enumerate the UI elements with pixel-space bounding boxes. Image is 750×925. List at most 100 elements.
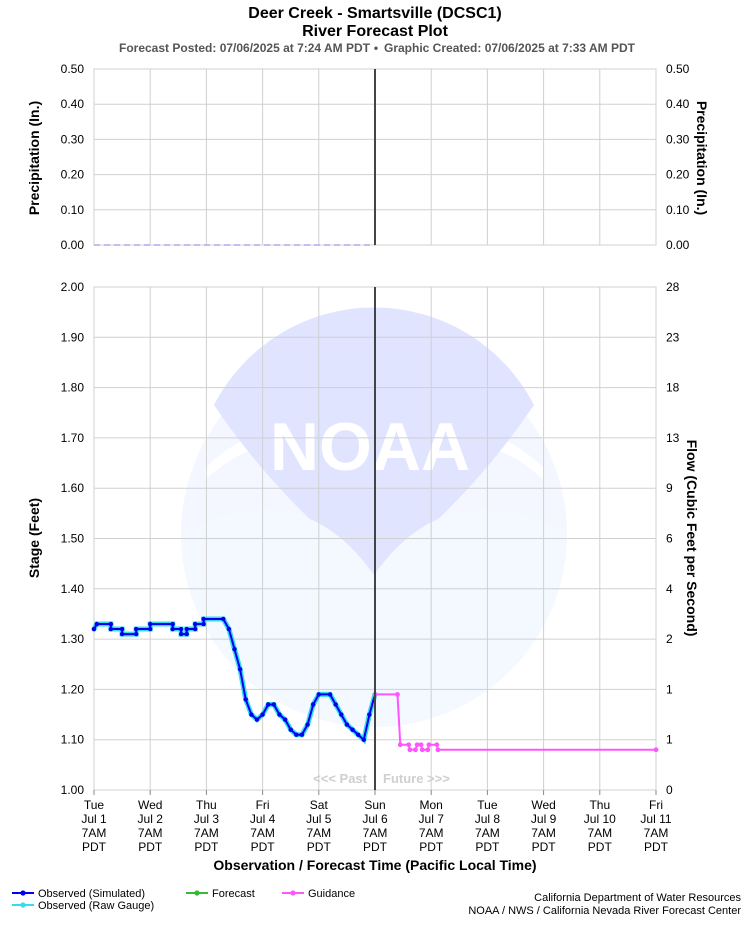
precip-left-tick-label: 0.20 [61,168,85,182]
observed-simulated-point [184,631,189,637]
x-tick-label-line: Jul 1 [81,812,107,826]
stage-tick-label: 1.30 [61,632,85,646]
x-tick-label-line: PDT [475,840,500,854]
x-tick-label-line: Jul 4 [250,812,276,826]
x-tick-label: Fri Jul 4 7AM PDT [250,798,276,854]
x-tick-label-line: Sat [310,798,329,812]
precipitation-panel: 0.00 0.00 0.10 0.10 0.20 0.20 0.30 0.30 0.40 0.40… [61,62,690,252]
observed-simulated-point [350,727,355,732]
x-tick-label-line: 7AM [475,826,500,840]
stage-tick-label: 1.20 [61,682,85,696]
observed-simulated-point [355,732,361,737]
observed-simulated-point [108,626,114,632]
guidance-point [397,742,403,748]
flow-tick-label: 13 [666,431,680,445]
x-tick-label-line: Mon [420,798,443,812]
x-tick-label-line: 7AM [531,826,556,840]
x-tick-label-line: 7AM [82,826,107,840]
observed-simulated-point [310,702,316,707]
precip-right-tick-label: 0.30 [666,132,690,146]
guidance-point [406,742,412,748]
precip-left-tick-label: 0.50 [61,62,85,76]
observed-simulated-point [192,626,198,632]
stage-tick-label: 1.10 [61,733,85,747]
x-tick-label-line: Jul 11 [640,812,671,826]
observed-simulated-point [170,621,175,627]
observed-simulated-point [327,692,333,697]
observed-simulated-point [333,702,338,707]
x-tick-label: Wed Jul 2 7AM PDT [138,798,164,854]
observed-simulated-point [361,737,366,742]
flow-tick-label: 9 [666,481,673,495]
observed-simulated-point [339,712,344,717]
observed-simulated-point [119,626,125,632]
x-tick-label-line: Fri [256,798,270,812]
x-tick-label-line: Jul 8 [475,812,501,826]
x-tick-label-line: PDT [419,840,444,854]
x-tick-label: Tue Jul 1 7AM PDT [81,798,107,854]
observed-simulated-point [299,732,305,737]
graphic-created: Graphic Created: 07/06/2025 at 7:33 AM P… [384,41,636,55]
x-tick-label-line: PDT [82,840,107,854]
x-tick-label-line: PDT [363,840,388,854]
precip-right-axis-label: Precipitation (In.) [694,101,710,215]
observed-simulated-point [271,702,277,707]
chart-subtitle: River Forecast Plot [302,23,449,40]
watermark-text: NOAA [270,409,470,485]
legend-swatch-point [290,890,296,896]
observed-simulated-point [184,626,189,632]
observed-simulated-point [344,722,350,727]
observed-simulated-point [201,621,206,627]
legend-swatch-point [20,902,26,908]
credit-line-2: NOAA / NWS / California Nevada River For… [468,905,741,917]
x-tick-label-line: 7AM [419,826,444,840]
observed-simulated-point [108,621,114,627]
guidance-point [419,747,425,753]
legend-swatch-point [194,890,200,896]
flow-tick-label: 28 [666,280,680,294]
flow-tick-label: 0 [666,783,673,797]
guidance-point [425,747,431,753]
x-tick-label-line: 7AM [138,826,163,840]
guidance-point [426,742,432,748]
observed-simulated-point [178,631,184,637]
x-tick-label-line: PDT [194,840,219,854]
precip-left-tick-label: 0.30 [61,132,85,146]
x-tick-label: Thu Jul 3 7AM PDT [194,798,220,854]
observed-simulated-point [94,621,100,627]
legend: Observed (Simulated)Observed (Raw Gauge)… [12,888,355,912]
observed-simulated-point [282,717,288,722]
observed-simulated-point [226,626,232,632]
legend-label: Guidance [308,888,355,900]
x-tick-label: Tue Jul 8 7AM PDT [475,798,501,854]
observed-simulated-point [221,616,226,622]
x-tick-label-line: Jul 2 [138,812,164,826]
observed-simulated-point [277,712,282,717]
x-tick-label-line: Thu [589,798,610,812]
x-tick-label-line: Jul 9 [531,812,557,826]
guidance-point [435,747,441,753]
stage-panel: 1.00 0 1.10 1 1.20 1 1.30 2 1.40 4 1.50 6 1.60 9 1.70 1… [61,280,680,854]
future-label: Future >>> [383,771,450,786]
x-tick-label: Wed Jul 9 7AM PDT [531,798,557,854]
stage-tick-label: 1.70 [61,431,85,445]
stage-tick-label: 1.90 [61,330,85,344]
observed-simulated-point [201,616,206,622]
precip-right-tick-label: 0.50 [666,62,690,76]
chart-title: Deer Creek - Smartsville (DCSC1) [248,5,501,22]
x-tick-label-line: PDT [251,840,276,854]
past-label: <<< Past [313,771,368,786]
guidance-point [413,747,418,753]
x-tick-label-line: Jul 5 [306,812,332,826]
x-tick-label-line: Jul 7 [419,812,445,826]
observed-simulated-point [260,712,265,717]
observed-simulated-point [133,631,139,637]
x-tick-label-line: 7AM [363,826,388,840]
flow-tick-label: 18 [666,381,680,395]
observed-simulated-point [266,702,271,707]
flow-axis-label: Flow (Cubic Feet per Second) [684,440,700,637]
x-tick-label-line: Jul 6 [362,812,388,826]
flow-tick-label: 1 [666,733,673,747]
observed-simulated-point [192,621,198,627]
legend-label: Forecast [212,888,255,900]
